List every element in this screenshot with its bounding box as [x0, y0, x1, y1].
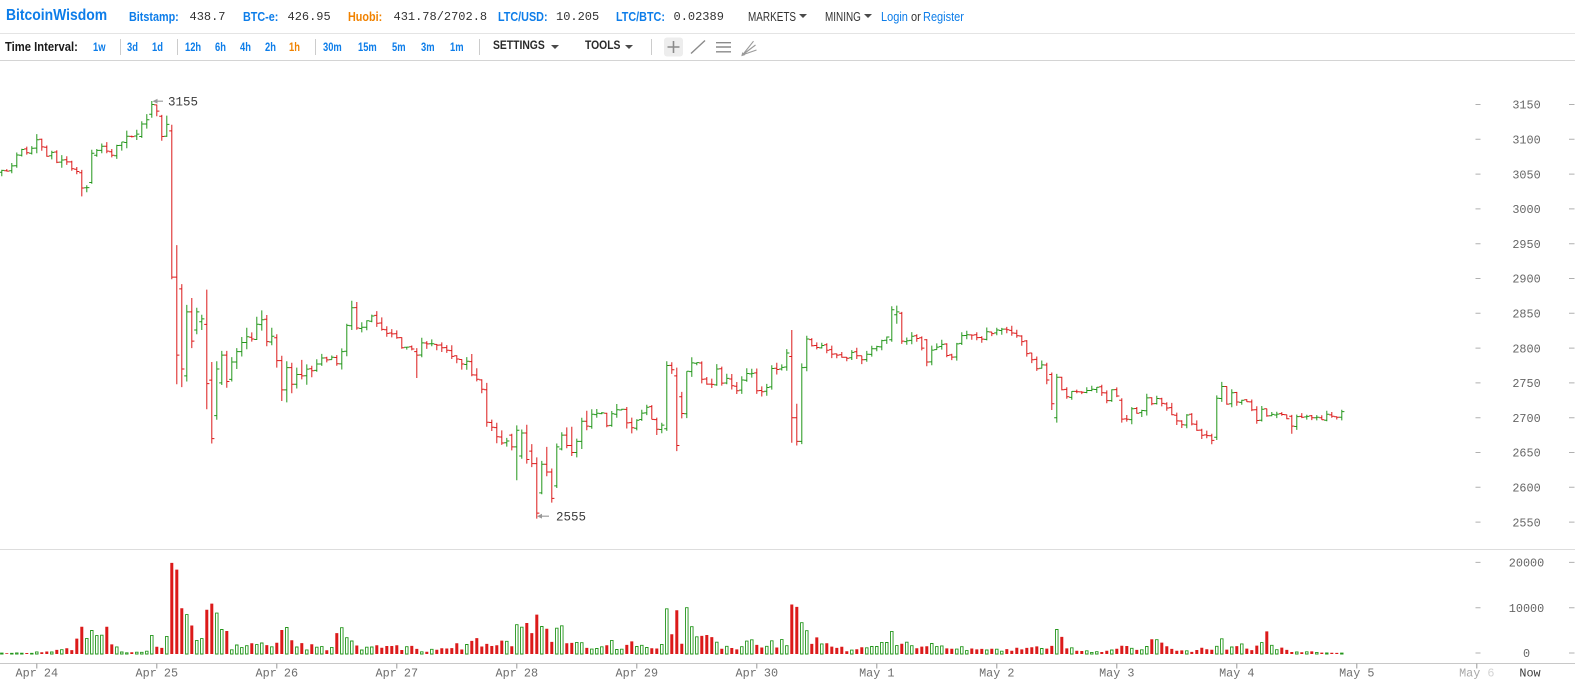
svg-text:May 1: May 1 — [859, 667, 894, 680]
svg-text:Apr 27: Apr 27 — [376, 667, 418, 680]
svg-text:20000: 20000 — [1509, 557, 1544, 571]
svg-text:Apr 28: Apr 28 — [496, 667, 538, 680]
svg-text:May 5: May 5 — [1339, 667, 1374, 680]
svg-text:2550: 2550 — [1512, 516, 1540, 530]
svg-text:May 4: May 4 — [1219, 667, 1254, 680]
svg-text:0: 0 — [1523, 647, 1530, 661]
svg-text:Apr 25: Apr 25 — [136, 667, 178, 680]
svg-text:2850: 2850 — [1512, 308, 1540, 322]
svg-text:May 2: May 2 — [979, 667, 1014, 680]
svg-text:Apr 30: Apr 30 — [736, 667, 778, 680]
svg-text:3000: 3000 — [1512, 203, 1540, 217]
svg-text:3050: 3050 — [1512, 168, 1540, 182]
svg-text:2950: 2950 — [1512, 238, 1540, 252]
svg-text:Apr 26: Apr 26 — [256, 667, 298, 680]
svg-text:3100: 3100 — [1512, 134, 1540, 148]
svg-text:10000: 10000 — [1509, 602, 1544, 616]
svg-text:2600: 2600 — [1512, 482, 1540, 496]
svg-text:2750: 2750 — [1512, 377, 1540, 391]
svg-text:2555: 2555 — [556, 511, 586, 525]
svg-text:2650: 2650 — [1512, 447, 1540, 461]
svg-text:2800: 2800 — [1512, 342, 1540, 356]
svg-text:Now: Now — [1519, 667, 1540, 680]
svg-text:Apr 24: Apr 24 — [16, 667, 58, 680]
svg-text:2700: 2700 — [1512, 412, 1540, 426]
svg-text:May 3: May 3 — [1099, 667, 1134, 680]
svg-text:3155: 3155 — [168, 96, 198, 110]
svg-text:2900: 2900 — [1512, 273, 1540, 287]
svg-text:3150: 3150 — [1512, 99, 1540, 113]
svg-text:May 6: May 6 — [1459, 667, 1494, 680]
svg-text:Apr 29: Apr 29 — [616, 667, 658, 680]
